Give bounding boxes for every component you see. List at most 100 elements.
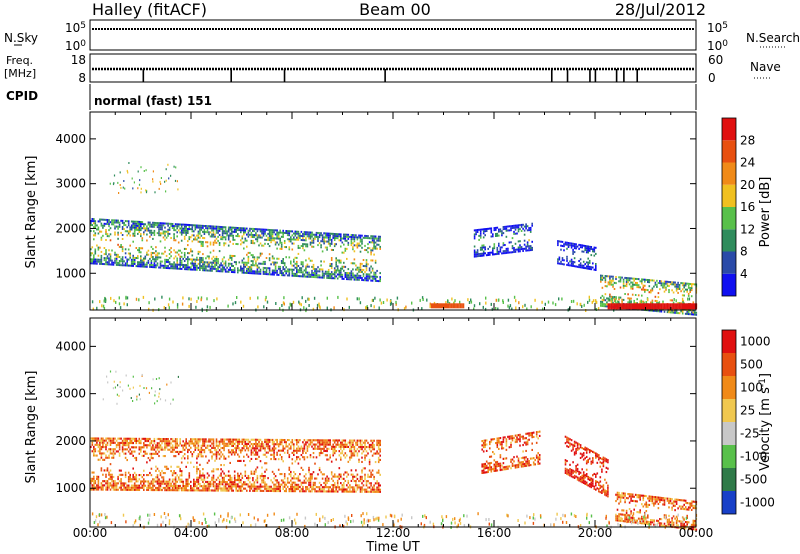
data-cell — [250, 260, 253, 263]
data-cell — [167, 224, 169, 227]
data-cell — [161, 224, 163, 227]
data-cell — [478, 238, 480, 241]
data-cell — [208, 231, 210, 234]
data-cell — [293, 490, 295, 493]
data-cell — [338, 239, 341, 242]
data-cell — [335, 237, 337, 240]
data-cell — [686, 288, 688, 291]
data-cell — [318, 486, 321, 489]
data-cell — [308, 271, 310, 274]
data-cell — [499, 230, 502, 233]
data-cell — [185, 227, 187, 230]
data-cell — [90, 437, 92, 440]
data-cell — [302, 468, 304, 471]
data-cell — [111, 456, 113, 459]
data-cell — [208, 263, 210, 266]
data-cell — [232, 449, 234, 452]
data-cell — [227, 262, 230, 265]
data-cell — [302, 233, 304, 235]
data-cell — [185, 223, 187, 226]
data-cell — [105, 257, 107, 260]
data-cell — [264, 475, 266, 478]
data-cell — [220, 228, 222, 230]
data-cell — [288, 443, 291, 446]
data-cell — [323, 240, 325, 243]
data-cell — [516, 232, 518, 235]
data-cell — [243, 459, 245, 462]
data-cell — [199, 472, 201, 475]
data-cell — [124, 224, 127, 227]
data-cell — [630, 303, 632, 310]
data-cell — [255, 443, 257, 446]
data-cell — [94, 250, 97, 253]
data-cell — [162, 472, 165, 475]
data-cell — [179, 484, 181, 487]
data-cell — [258, 272, 260, 275]
data-cell — [252, 254, 254, 257]
data-cell — [501, 246, 503, 249]
data-cell — [202, 241, 204, 243]
data-cell — [112, 488, 115, 491]
data-cell — [111, 249, 113, 252]
data-cell — [180, 231, 183, 234]
data-cell — [194, 236, 197, 239]
data-cell — [370, 304, 372, 308]
data-cell — [692, 311, 695, 314]
data-cell — [112, 437, 115, 440]
data-cell — [120, 264, 122, 267]
data-cell — [584, 267, 586, 270]
data-cell — [117, 227, 119, 230]
data-cell — [215, 241, 218, 244]
data-cell — [221, 236, 224, 239]
data-cell — [481, 228, 483, 231]
data-cell — [288, 248, 291, 251]
data-cell — [203, 487, 206, 490]
data-cell — [279, 265, 281, 268]
data-cell — [123, 484, 125, 487]
data-cell — [155, 246, 157, 249]
data-cell — [675, 309, 678, 312]
data-cell — [352, 234, 354, 237]
data-cell — [120, 480, 122, 483]
data-cell — [173, 487, 175, 490]
data-cell — [349, 278, 351, 281]
data-cell — [174, 239, 177, 242]
data-cell — [238, 485, 241, 488]
data-cell — [162, 480, 165, 483]
data-cell — [247, 268, 250, 270]
data-cell — [218, 481, 221, 484]
data-cell — [594, 299, 597, 303]
data-cell — [362, 269, 365, 271]
data-cell — [429, 305, 431, 309]
data-cell — [108, 482, 110, 485]
data-cell — [214, 449, 216, 452]
data-cell — [235, 243, 237, 245]
data-cell — [249, 460, 251, 463]
data-cell — [156, 442, 159, 445]
data-cell — [517, 226, 520, 229]
data-cell — [193, 268, 195, 271]
data-cell — [644, 278, 646, 281]
data-cell — [103, 218, 106, 221]
data-cell — [519, 228, 521, 231]
data-cell — [161, 476, 163, 479]
data-cell — [306, 273, 309, 276]
data-cell — [215, 255, 218, 258]
data-cell — [270, 453, 272, 456]
data-cell — [332, 486, 334, 489]
data-cell — [570, 246, 573, 249]
data-cell — [197, 478, 200, 481]
data-cell — [202, 487, 204, 490]
data-cell — [108, 439, 110, 442]
data-cell — [233, 483, 236, 486]
data-cell — [143, 488, 145, 491]
data-cell — [138, 474, 141, 477]
data-cell — [126, 220, 128, 223]
data-cell — [585, 249, 588, 252]
data-cell — [288, 488, 291, 491]
data-cell — [296, 441, 298, 444]
data-cell — [193, 224, 195, 227]
freq-tick-low: 8 — [78, 71, 86, 85]
data-cell — [121, 482, 124, 485]
data-cell — [197, 230, 200, 233]
